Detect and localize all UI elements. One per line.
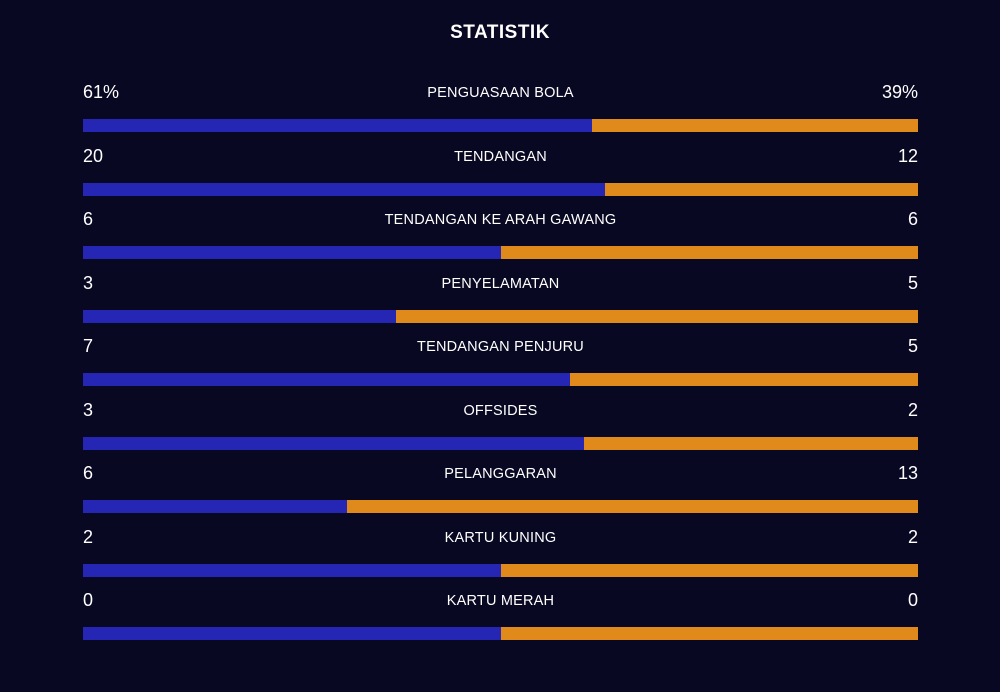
home-value: 6 <box>83 209 94 229</box>
away-value: 6 <box>907 209 918 229</box>
home-value: 3 <box>83 272 94 293</box>
home-bar-segment <box>83 246 501 259</box>
away-bar-segment <box>500 563 918 577</box>
away-value: 2 <box>907 526 918 547</box>
comparison-bar <box>83 246 918 259</box>
comparison-bar <box>83 563 918 577</box>
home-bar-segment <box>83 119 593 132</box>
away-value: 2 <box>907 399 918 420</box>
away-bar-segment <box>604 182 918 196</box>
away-value: 12 <box>897 145 918 166</box>
home-bar-segment <box>83 500 347 513</box>
home-value: 61% <box>83 82 120 102</box>
stat-label: OFFSIDES <box>463 402 538 419</box>
home-bar-segment <box>83 563 501 577</box>
comparison-bar <box>83 436 918 450</box>
away-bar-segment <box>584 436 918 450</box>
home-bar-segment <box>83 309 397 323</box>
stats-list: 61% PENGUASAAN BOLA 39% 20 TENDANGAN 12 … <box>83 80 918 652</box>
away-value: 5 <box>907 272 918 293</box>
stat-row-offsides: 3 OFFSIDES 2 <box>83 398 918 462</box>
stat-row-saves: 3 PENYELAMATAN 5 <box>83 271 918 335</box>
stat-row-ball-possession: 61% PENGUASAAN BOLA 39% <box>83 80 918 144</box>
home-bar-segment <box>83 627 501 640</box>
away-bar-segment <box>592 119 918 132</box>
stat-label: PENYELAMATAN <box>441 275 560 292</box>
stat-label: KARTU KUNING <box>444 529 557 546</box>
stat-label: PELANGGARAN <box>444 466 557 482</box>
stat-row-shots: 20 TENDANGAN 12 <box>83 144 918 208</box>
stat-label: TENDANGAN <box>454 148 547 165</box>
home-value: 6 <box>83 463 94 483</box>
away-value: 0 <box>907 590 918 610</box>
comparison-bar <box>83 500 918 513</box>
page-title: STATISTIK <box>450 22 550 43</box>
away-bar-segment <box>346 500 918 513</box>
away-bar-segment <box>396 309 918 323</box>
comparison-bar <box>83 627 918 640</box>
away-value: 5 <box>907 336 918 356</box>
home-bar-segment <box>83 373 570 386</box>
stat-row-yellow-cards: 2 KARTU KUNING 2 <box>83 525 918 589</box>
home-bar-segment <box>83 436 584 450</box>
comparison-bar <box>83 119 918 132</box>
comparison-bar <box>83 309 918 323</box>
away-value: 13 <box>897 463 918 483</box>
home-value: 3 <box>83 399 94 420</box>
stat-row-red-cards: 0 KARTU MERAH 0 <box>83 588 918 652</box>
stat-label: TENDANGAN PENJURU <box>417 339 584 355</box>
home-value: 7 <box>83 336 94 356</box>
away-value: 39% <box>881 82 918 102</box>
home-value: 2 <box>83 526 94 547</box>
home-value: 20 <box>83 145 104 166</box>
stat-row-corners: 7 TENDANGAN PENJURU 5 <box>83 334 918 398</box>
stat-row-shots-on-target: 6 TENDANGAN KE ARAH GAWANG 6 <box>83 207 918 271</box>
comparison-bar <box>83 373 918 386</box>
stat-label: KARTU MERAH <box>446 593 555 609</box>
home-bar-segment <box>83 182 605 196</box>
stat-row-fouls: 6 PELANGGARAN 13 <box>83 461 918 525</box>
away-bar-segment <box>500 627 918 640</box>
comparison-bar <box>83 182 918 196</box>
stat-label: TENDANGAN KE ARAH GAWANG <box>384 212 617 228</box>
away-bar-segment <box>569 373 918 386</box>
away-bar-segment <box>500 246 918 259</box>
home-value: 0 <box>83 590 94 610</box>
stat-label: PENGUASAAN BOLA <box>427 85 574 101</box>
